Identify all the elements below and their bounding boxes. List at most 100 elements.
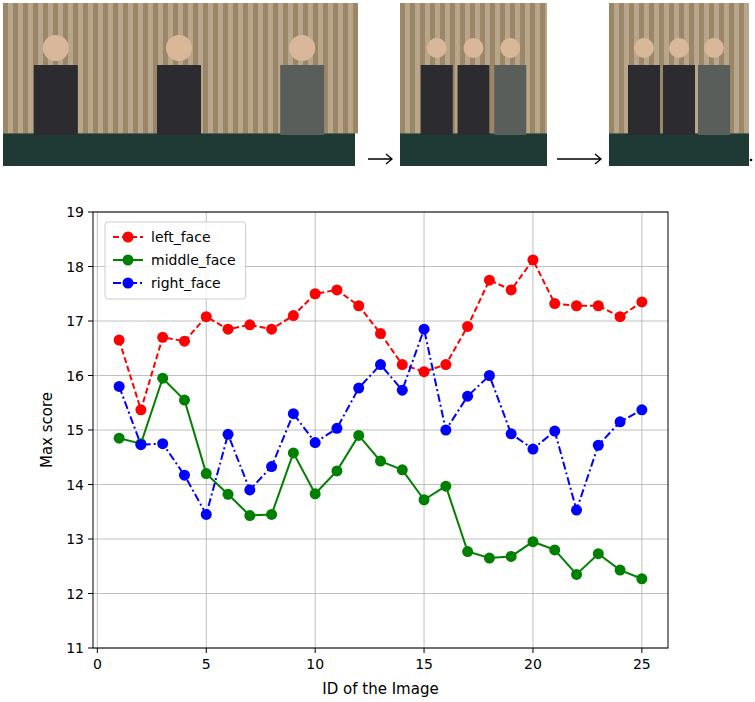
tick-x	[424, 648, 425, 653]
point	[310, 288, 321, 299]
point	[353, 430, 364, 441]
tick-label-y: 18	[66, 259, 84, 275]
photo-desk	[609, 133, 749, 166]
photo-person-head	[43, 35, 69, 61]
grid-line-y	[93, 539, 668, 540]
photo-curtain	[93, 3, 98, 133]
point	[615, 565, 626, 576]
tick-y	[88, 375, 93, 376]
photo-curtain	[233, 3, 238, 133]
photo-curtain	[103, 3, 108, 133]
point	[353, 300, 364, 311]
tick-label-x: 25	[633, 656, 651, 672]
photo-person-body	[698, 65, 730, 135]
grid-line-y	[93, 430, 668, 431]
legend-label: right_face	[151, 275, 221, 291]
photo-person-head	[704, 38, 724, 58]
point	[615, 311, 626, 322]
legend-marker	[123, 278, 134, 289]
photo-curtain	[263, 3, 268, 133]
photo-curtain	[113, 3, 118, 133]
point	[506, 428, 517, 439]
tick-label-x: 0	[93, 656, 102, 672]
photo-person-head	[289, 35, 315, 61]
point	[266, 509, 277, 520]
point	[244, 484, 255, 495]
point	[484, 553, 495, 564]
point	[375, 328, 386, 339]
photo-curtain	[739, 3, 744, 133]
point	[179, 395, 190, 406]
photo-curtain	[273, 3, 278, 133]
photo	[609, 3, 749, 166]
point	[440, 359, 451, 370]
tick-y	[88, 539, 93, 540]
photo-curtain	[223, 3, 228, 133]
point	[375, 359, 386, 370]
photo-curtain	[23, 3, 28, 133]
photo-curtain	[609, 3, 614, 133]
photo-person-head	[500, 38, 520, 58]
tick-x	[97, 648, 98, 653]
photo-bg	[3, 3, 355, 166]
photo-curtain	[243, 3, 248, 133]
tick-label-y: 19	[66, 204, 84, 220]
photo-person-body	[663, 65, 695, 135]
photo-person-head	[669, 38, 689, 58]
arrow	[557, 154, 601, 164]
photo-person-body	[157, 65, 201, 135]
point	[484, 370, 495, 381]
photo-curtain	[13, 3, 18, 133]
legend-label: middle_face	[151, 252, 236, 268]
point	[549, 544, 560, 555]
point	[506, 551, 517, 562]
point	[331, 465, 342, 476]
point	[310, 437, 321, 448]
axis-title-y: Max score	[38, 392, 56, 468]
point	[288, 447, 299, 458]
series-line	[119, 260, 642, 410]
point	[397, 464, 408, 475]
point	[157, 438, 168, 449]
legend-label: left_face	[151, 229, 211, 245]
photo-curtain	[353, 3, 358, 133]
point	[527, 536, 538, 547]
point	[179, 470, 190, 481]
tick-label-x: 5	[202, 656, 211, 672]
photo-person-body	[280, 65, 324, 135]
plot-frame	[93, 212, 668, 648]
point	[201, 311, 212, 322]
photo	[3, 3, 358, 166]
point	[223, 324, 234, 335]
tick-x	[206, 648, 207, 653]
photo-curtain	[343, 3, 348, 133]
photo-curtain	[333, 3, 338, 133]
tick-y	[88, 266, 93, 267]
photo-person-head	[464, 38, 484, 58]
tick-y	[88, 593, 93, 594]
point	[179, 336, 190, 347]
grid-line-y	[93, 375, 668, 376]
tick-y	[88, 648, 93, 649]
point	[571, 505, 582, 516]
point	[615, 416, 626, 427]
point	[266, 461, 277, 472]
photo-desk	[3, 133, 355, 166]
photo-curtain	[203, 3, 208, 133]
point	[114, 381, 125, 392]
chart: 0510152025111213141516171819ID of the Im…	[0, 0, 755, 702]
point	[593, 440, 604, 451]
point	[527, 254, 538, 265]
point	[462, 321, 473, 332]
grid-line-y	[93, 593, 668, 594]
tick-label-y: 14	[66, 477, 84, 493]
point	[223, 489, 234, 500]
point	[288, 310, 299, 321]
point	[549, 298, 560, 309]
grid-line-y	[93, 321, 668, 322]
point	[506, 284, 517, 295]
point	[440, 481, 451, 492]
point	[440, 425, 451, 436]
point	[636, 404, 647, 415]
point	[462, 546, 473, 557]
